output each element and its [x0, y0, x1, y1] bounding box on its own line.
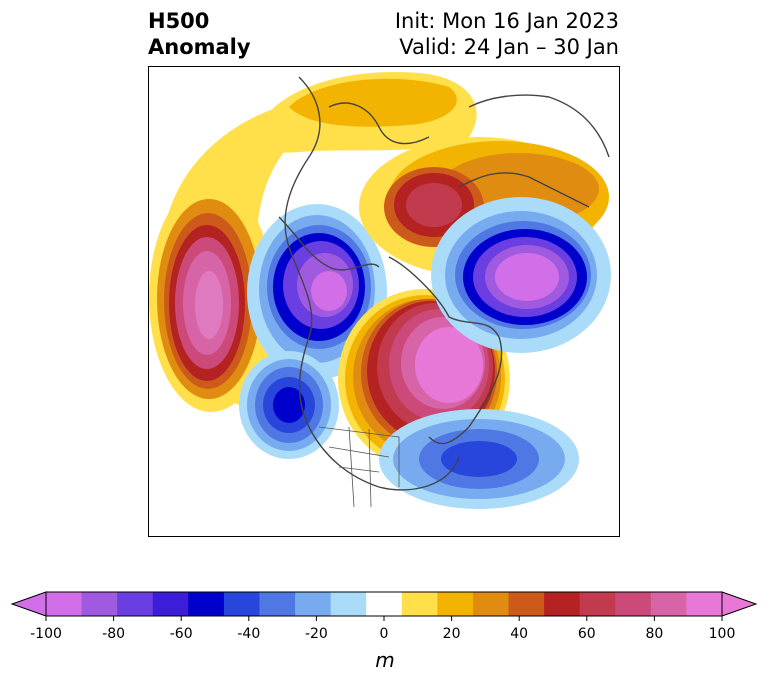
anomaly-west-neg-7: [311, 271, 347, 311]
map-borders: [278, 76, 610, 491]
colorbar-segment: [508, 592, 545, 616]
colorbar-tick-label: 20: [442, 626, 461, 642]
colorbar-segment: [188, 592, 225, 616]
anomaly-pacific-7: [195, 271, 223, 339]
init-date: Init: Mon 16 Jan 2023: [394, 9, 619, 33]
colorbar-segment: [544, 592, 581, 616]
colorbar-unit: m: [375, 648, 395, 672]
colorbar-segment: [46, 592, 83, 616]
chart-title: H500 Anomaly: [148, 8, 251, 60]
colorbar-over-extension: [721, 591, 758, 617]
map-canvas: [149, 71, 611, 509]
colorbar-tick-label: -100: [30, 626, 62, 642]
anomaly-atl-neg-4: [441, 441, 517, 477]
colorbar-segment: [650, 592, 687, 616]
colorbar-segment: [259, 592, 296, 616]
colorbar-tick-label: 100: [708, 626, 736, 642]
colorbar-segment: [81, 592, 118, 616]
colorbar-segment: [472, 592, 510, 616]
colorbar-segment: [295, 592, 332, 616]
state-borders: [318, 426, 400, 508]
colorbar-segment: [366, 592, 403, 616]
valid-range: Valid: 24 Jan – 30 Jan: [399, 35, 619, 59]
date-info: Init: Mon 16 Jan 2023 Valid: 24 Jan – 30…: [395, 8, 619, 60]
colorbar-tick-label: -80: [102, 626, 126, 642]
colorbar-segment: [437, 592, 474, 616]
colorbar: -100 -80 -60 -40 -20 0 20 40 60 80 100 m: [10, 588, 758, 678]
colorbar-segment: [117, 592, 154, 616]
colorbar-tick-label: 40: [510, 626, 529, 642]
anomaly-map: [148, 66, 620, 537]
colorbar-tick-label: -20: [304, 626, 328, 642]
colorbar-tick-label: 0: [379, 626, 389, 642]
title-line-variable: H500: [148, 9, 210, 33]
anomaly-positive-arctic-core: [289, 78, 457, 127]
anomaly-nwpac-neg-5: [273, 387, 305, 423]
colorbar-under-extension: [10, 591, 47, 617]
colorbar-tick-label: -60: [169, 626, 193, 642]
colorbar-segment: [615, 592, 652, 616]
anomaly-central-pos-9: [415, 327, 483, 403]
colorbar-segment: [152, 592, 189, 616]
colorbar-tick-label: 60: [577, 626, 596, 642]
colorbar-segment: [223, 592, 260, 616]
colorbar-segment: [579, 592, 616, 616]
colorbar-segment: [401, 592, 438, 616]
title-line-type: Anomaly: [148, 35, 251, 59]
colorbar-tick-label: -40: [237, 626, 261, 642]
colorbar-segment: [330, 592, 367, 616]
colorbar-tick-label: 80: [645, 626, 664, 642]
anomaly-greenland-pos-6: [406, 183, 462, 227]
colorbar-graphic: [10, 591, 758, 621]
colorbar-segment: [686, 592, 723, 616]
anomaly-east-neg-7: [495, 253, 559, 301]
